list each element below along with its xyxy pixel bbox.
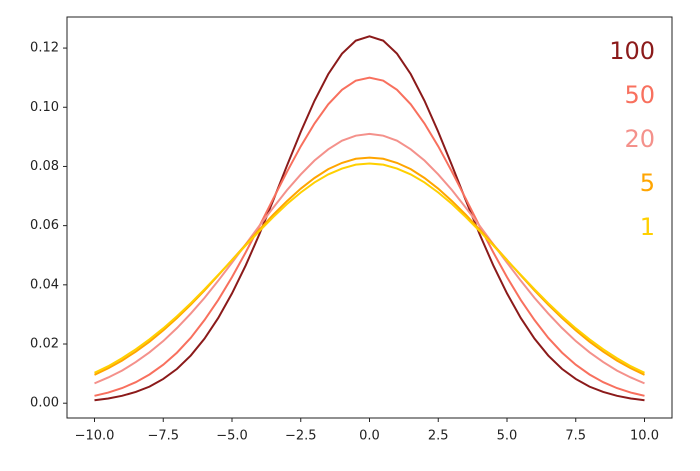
series-line bbox=[94, 35, 645, 402]
series-name: 5 bbox=[640, 169, 655, 197]
series-line bbox=[94, 156, 645, 376]
series-name: 50 bbox=[624, 81, 655, 109]
series-line bbox=[94, 132, 645, 385]
y-tick-label: 0.10 bbox=[30, 100, 59, 115]
y-tick-label: 0.06 bbox=[30, 218, 59, 233]
x-tick-label: −2.5 bbox=[285, 429, 317, 444]
series-name: 100 bbox=[609, 37, 655, 65]
x-tick-label: −5.0 bbox=[216, 429, 248, 444]
y-tick-label: 0.08 bbox=[30, 159, 59, 174]
x-tick-label: −10.0 bbox=[75, 429, 115, 444]
y-tick-label: 0.00 bbox=[30, 396, 59, 411]
series-line bbox=[94, 76, 645, 397]
x-tick-label: 2.5 bbox=[428, 429, 449, 444]
x-tick-label: 7.5 bbox=[565, 429, 586, 444]
series-name: 20 bbox=[624, 125, 655, 153]
x-tick-label: 10.0 bbox=[630, 429, 659, 444]
y-tick-label: 0.02 bbox=[30, 337, 59, 352]
series-name: 1 bbox=[640, 213, 655, 241]
x-tick-label: 0.0 bbox=[359, 429, 380, 444]
plot-frame bbox=[66, 16, 673, 419]
x-tick-label: 5.0 bbox=[497, 429, 518, 444]
y-tick-label: 0.04 bbox=[30, 277, 59, 292]
series-line bbox=[94, 162, 645, 374]
x-tick-label: −7.5 bbox=[147, 429, 179, 444]
y-tick-label: 0.12 bbox=[30, 41, 59, 56]
